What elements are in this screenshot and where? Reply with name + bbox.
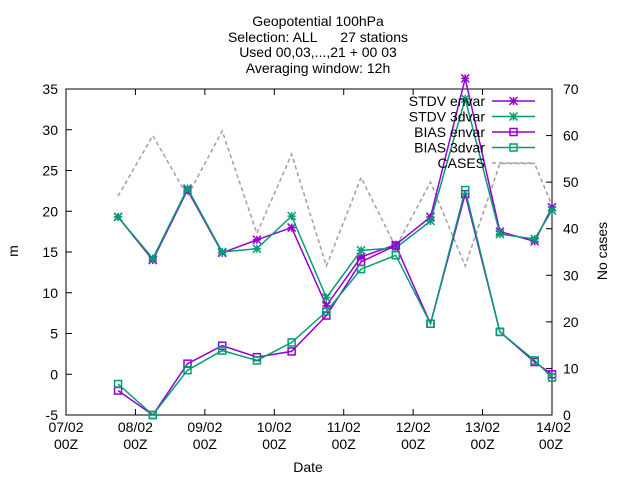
y2-tick-label: 20 [563,314,579,330]
data-point-star [508,96,519,106]
title-line: Used 00,03,...,21 + 00 03 [239,44,397,60]
x-axis: 07/0200Z08/0200Z09/0200Z10/0200Z11/0200Z… [48,89,571,452]
series-line [117,191,553,417]
y-axis: -5 0 5 10 15 20 25 30 35 [42,81,72,423]
data-point-square [530,356,539,365]
data-point-star [530,234,540,244]
y2-tick-label: 0 [563,407,571,423]
data-point-square [426,319,435,328]
y-tick-label: 15 [42,244,58,260]
y-tick-label: 35 [42,81,58,97]
data-point-star [252,235,262,245]
legend-label: STDV envar [409,93,486,109]
x-tick-label: 11/02 [327,419,361,435]
data-point-square [287,347,296,356]
series-line [117,189,553,417]
x-tick-label: 07/02 [48,419,83,435]
data-point-square [113,379,123,389]
data-point-star [287,211,297,221]
legend-label: BIAS 3dvar [414,140,485,156]
x-tick-label: 12/02 [396,419,431,435]
data-point-star [287,223,297,233]
x-tick-label: 13/02 [465,419,500,435]
y2-tick-label: 10 [563,360,579,376]
series-line [117,95,553,300]
legend-label: STDV 3dvar [409,109,486,125]
data-point-star [113,212,123,222]
x-tick-label: 00Z [332,436,357,452]
data-point-star [391,243,401,253]
series-cases [117,129,553,269]
series-bias-3dvar [113,185,557,420]
data-point-star [495,229,505,239]
data-point-square [460,185,470,195]
y2-tick-label: 50 [563,174,579,190]
data-point-square [391,241,401,250]
x-tick-label: 09/02 [187,419,222,435]
y2-tick-label: 60 [563,128,579,144]
title-line: Averaging window: 12h [246,60,391,76]
data-point-star [217,247,227,257]
title-line: Geopotential 100hPa [252,13,384,29]
y2-tick-label: 70 [563,81,579,97]
y-tick-label: 10 [42,285,58,301]
y-axis-label: m [5,245,21,257]
x-tick-label: 08/02 [118,419,153,435]
x-tick-label: 10/02 [257,419,292,435]
data-point-star [182,183,193,193]
x-tick-label: 14/02 [536,419,571,435]
data-point-square [217,346,227,355]
data-point-star [508,111,519,122]
data-point-star [460,94,470,104]
series-line [117,129,553,269]
y-tick-label: 0 [50,366,58,382]
data-point-square [391,251,401,260]
data-point-star [252,244,262,254]
legend-label: BIAS envar [414,124,485,140]
x-tick-label: 00Z [539,436,564,452]
y2-tick-label: 40 [563,221,579,237]
data-point-star [356,245,366,255]
x-tick-label: 00Z [262,436,287,452]
data-point-square [547,373,557,382]
data-point-square [217,341,227,350]
title-line: Selection: ALL 27 stations [228,29,408,45]
y2-axis: 0 10 20 30 40 50 60 70 [546,81,579,423]
x-tick-label: 00Z [54,436,79,452]
data-point-square [509,127,518,137]
x-tick-label: 00Z [193,436,218,452]
data-point-square [495,327,505,337]
data-point-star [321,293,331,303]
data-point-square [509,143,518,152]
y-tick-label: 30 [42,122,58,138]
series-stdv-3dvar [113,94,557,303]
series-bias-envar [113,189,557,420]
data-point-star [356,252,366,262]
y2-tick-label: 30 [563,267,579,283]
y-tick-label: 5 [50,326,58,342]
data-point-square [148,410,158,420]
data-point-star [425,216,436,226]
data-point-square [356,264,366,274]
data-point-square [322,307,331,316]
x-tick-label: 00Z [123,436,148,452]
data-point-square [252,356,262,365]
data-point-star [148,253,158,264]
data-point-star [460,73,470,83]
data-point-square [287,338,296,347]
data-point-star [547,205,557,215]
chart-title: Geopotential 100hPa Selection: ALL 27 st… [228,13,408,76]
data-point-square [183,365,192,375]
series-layer [113,73,557,420]
x-tick-label: 00Z [471,436,496,452]
x-axis-label: Date [293,459,323,475]
legend-label: CASES [438,155,485,171]
y-tick-label: -5 [46,407,59,423]
y-tick-label: 20 [42,203,58,219]
y-tick-label: 25 [42,163,58,179]
x-tick-label: 00Z [401,436,426,452]
y2-axis-label: No cases [594,222,610,280]
